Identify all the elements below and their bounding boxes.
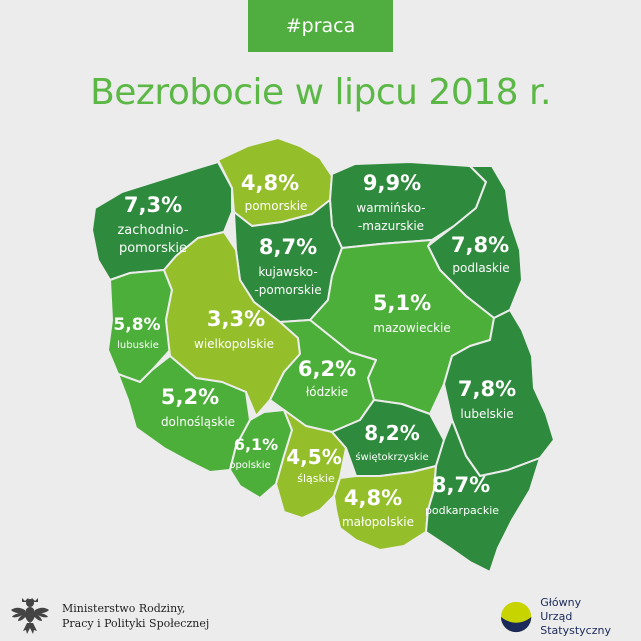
region-name-zp: zachodnio-: [117, 223, 188, 238]
region-name-zp: pomorskie: [119, 241, 187, 256]
region-name-mp: małopolskie: [342, 515, 414, 529]
region-value-wm: 9,9%: [363, 171, 421, 195]
region-lb: [107, 269, 173, 383]
region-name-lb: lubuskie: [117, 340, 159, 351]
gus-name-line-2: Urząd Statystyczny: [540, 610, 611, 637]
region-name-kp: -pomorskie: [254, 283, 321, 297]
page-title: Bezrobocie w lipcu 2018 r.: [90, 72, 551, 113]
region-name-pk: podkarpackie: [425, 504, 499, 517]
region-name-wm: warmińsko-: [356, 201, 425, 215]
region-value-zp: 7,3%: [124, 193, 182, 217]
region-name-pm: pomorskie: [245, 199, 308, 213]
polish-eagle-icon: [11, 598, 49, 634]
region-name-kp: kujawsko-: [258, 265, 317, 279]
region-pk: [425, 419, 541, 573]
region-name-mz: mazowieckie: [373, 321, 450, 335]
ministry-name-line-2: Pracy i Polityki Społecznej: [62, 617, 210, 630]
region-name-sl: śląskie: [297, 472, 335, 485]
region-value-kp: 8,7%: [259, 235, 317, 259]
region-value-pk: 8,7%: [432, 473, 490, 497]
gus-logo: Główny Urząd Statystyczny: [500, 596, 641, 638]
region-value-ld: 6,2%: [298, 357, 356, 381]
region-value-lu: 7,8%: [458, 377, 516, 401]
region-name-ld: łódzkie: [306, 385, 348, 399]
hashtag-badge: #praca: [248, 0, 393, 52]
region-value-pm: 4,8%: [241, 171, 299, 195]
region-name-op: opolskie: [229, 460, 270, 471]
region-value-lb: 5,8%: [113, 315, 160, 335]
gus-logo-icon: [500, 601, 532, 633]
region-value-wp: 3,3%: [207, 307, 265, 331]
region-value-pd: 7,8%: [451, 233, 509, 257]
region-name-wm: -mazurskie: [358, 219, 424, 233]
region-value-mp: 4,8%: [344, 486, 402, 510]
region-name-lu: lubelskie: [460, 407, 513, 421]
region-name-wp: wielkopolskie: [194, 337, 274, 351]
ministry-name-line-1: Ministerstwo Rodziny,: [62, 602, 186, 615]
region-name-sw: świętokrzyskie: [355, 451, 428, 463]
region-name-pd: podlaskie: [452, 261, 509, 275]
region-value-op: 6,1%: [234, 435, 278, 454]
region-value-sw: 8,2%: [364, 421, 419, 445]
ministry-logo: Ministerstwo Rodziny, Pracy i Polityki S…: [8, 594, 209, 638]
region-name-ds: dolnośląskie: [161, 415, 235, 429]
region-value-mz: 5,1%: [373, 291, 431, 315]
region-value-sl: 4,5%: [286, 445, 341, 469]
gus-name-line-1: Główny: [540, 596, 582, 609]
region-value-ds: 5,2%: [161, 385, 219, 409]
